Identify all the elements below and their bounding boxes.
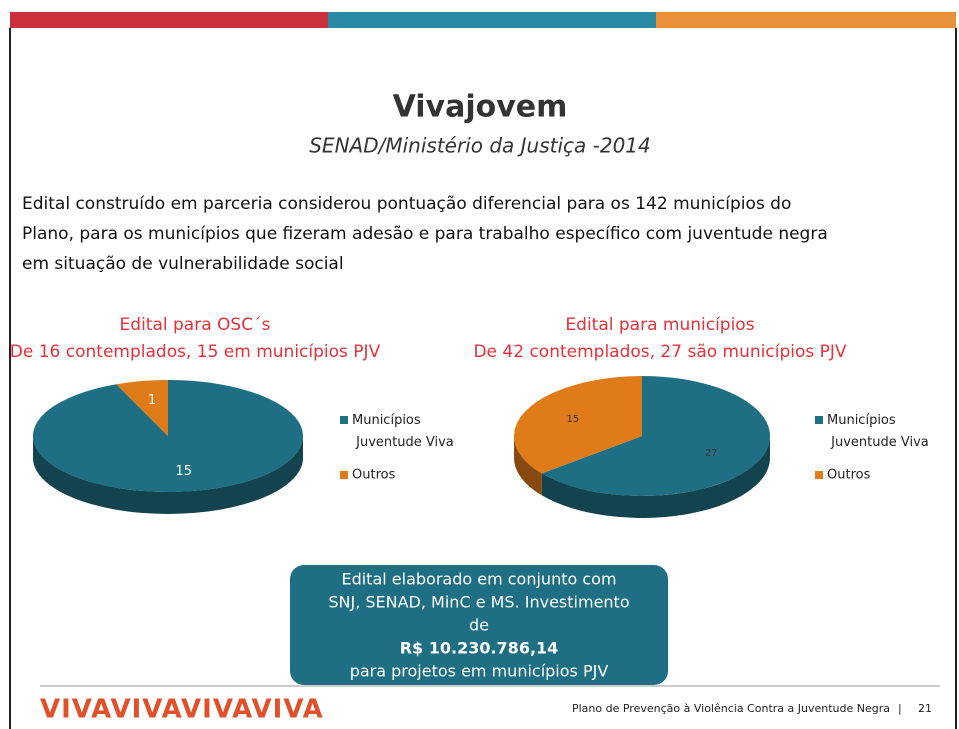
- legend-label: Outros: [827, 468, 871, 483]
- subtitle: SENAD/Ministério da Justiça -2014: [309, 134, 651, 158]
- title: Vivajovem: [393, 90, 568, 125]
- pie-slice: [541, 376, 771, 497]
- data-label: 15: [176, 464, 193, 479]
- box-line: Edital elaborado em conjunto com: [341, 570, 616, 589]
- box-line: SNJ, SENAD, MinC e MS. Investimento: [328, 593, 629, 612]
- data-label: 15: [566, 414, 579, 425]
- box-line: R$ 10.230.786,14: [400, 639, 559, 658]
- legend-label: Municípios Juventude Viva: [827, 413, 929, 450]
- pie-side: [33, 436, 303, 514]
- footer-separator: |: [898, 702, 902, 715]
- data-label: 1: [148, 393, 156, 408]
- legend-swatch: [340, 416, 348, 424]
- chart-subtitle: De 42 contemplados, 27 são municípios PJ…: [473, 342, 846, 362]
- box-line: para projetos em municípios PJV: [350, 662, 609, 681]
- legend-swatch: [340, 471, 348, 479]
- footer-text: Plano de Prevenção à Violência Contra a …: [572, 702, 890, 715]
- info-box: [290, 565, 668, 685]
- legend-swatch: [815, 471, 823, 479]
- pie-slice: [116, 380, 168, 436]
- stripe: [10, 12, 328, 28]
- pie-slice: [33, 380, 304, 492]
- body-text: Edital construído em parceria considerou…: [22, 194, 828, 274]
- legend-swatch: [815, 416, 823, 424]
- pie-side: [514, 436, 542, 496]
- stripe: [328, 12, 656, 28]
- page-number: 21: [918, 702, 932, 715]
- chart-title: Edital para municípios: [565, 315, 754, 335]
- legend-label: Outros: [352, 468, 396, 483]
- stripe: [656, 12, 956, 28]
- body-line: Plano, para os municípios que fizeram ad…: [22, 224, 828, 244]
- info-box-text: Edital elaborado em conjunto com SNJ, SEN…: [328, 570, 629, 681]
- pie-side: [541, 436, 770, 518]
- legend-label: Municípios Juventude Viva: [352, 413, 454, 450]
- data-label: 27: [705, 448, 718, 459]
- chart-subtitle: De 16 contemplados, 15 em municípios PJV: [10, 342, 381, 362]
- charts: Edital para OSC´s De 16 contemplados, 15 …: [10, 315, 929, 518]
- logo: VIVAVIVAVIVAVIVA: [40, 695, 324, 725]
- box-line: de: [469, 616, 489, 635]
- pie-slice: [514, 376, 642, 474]
- chart-title: Edital para OSC´s: [120, 315, 271, 335]
- body-line: em situação de vulnerabilidade social: [22, 254, 344, 274]
- body-line: Edital construído em parceria considerou…: [22, 194, 791, 214]
